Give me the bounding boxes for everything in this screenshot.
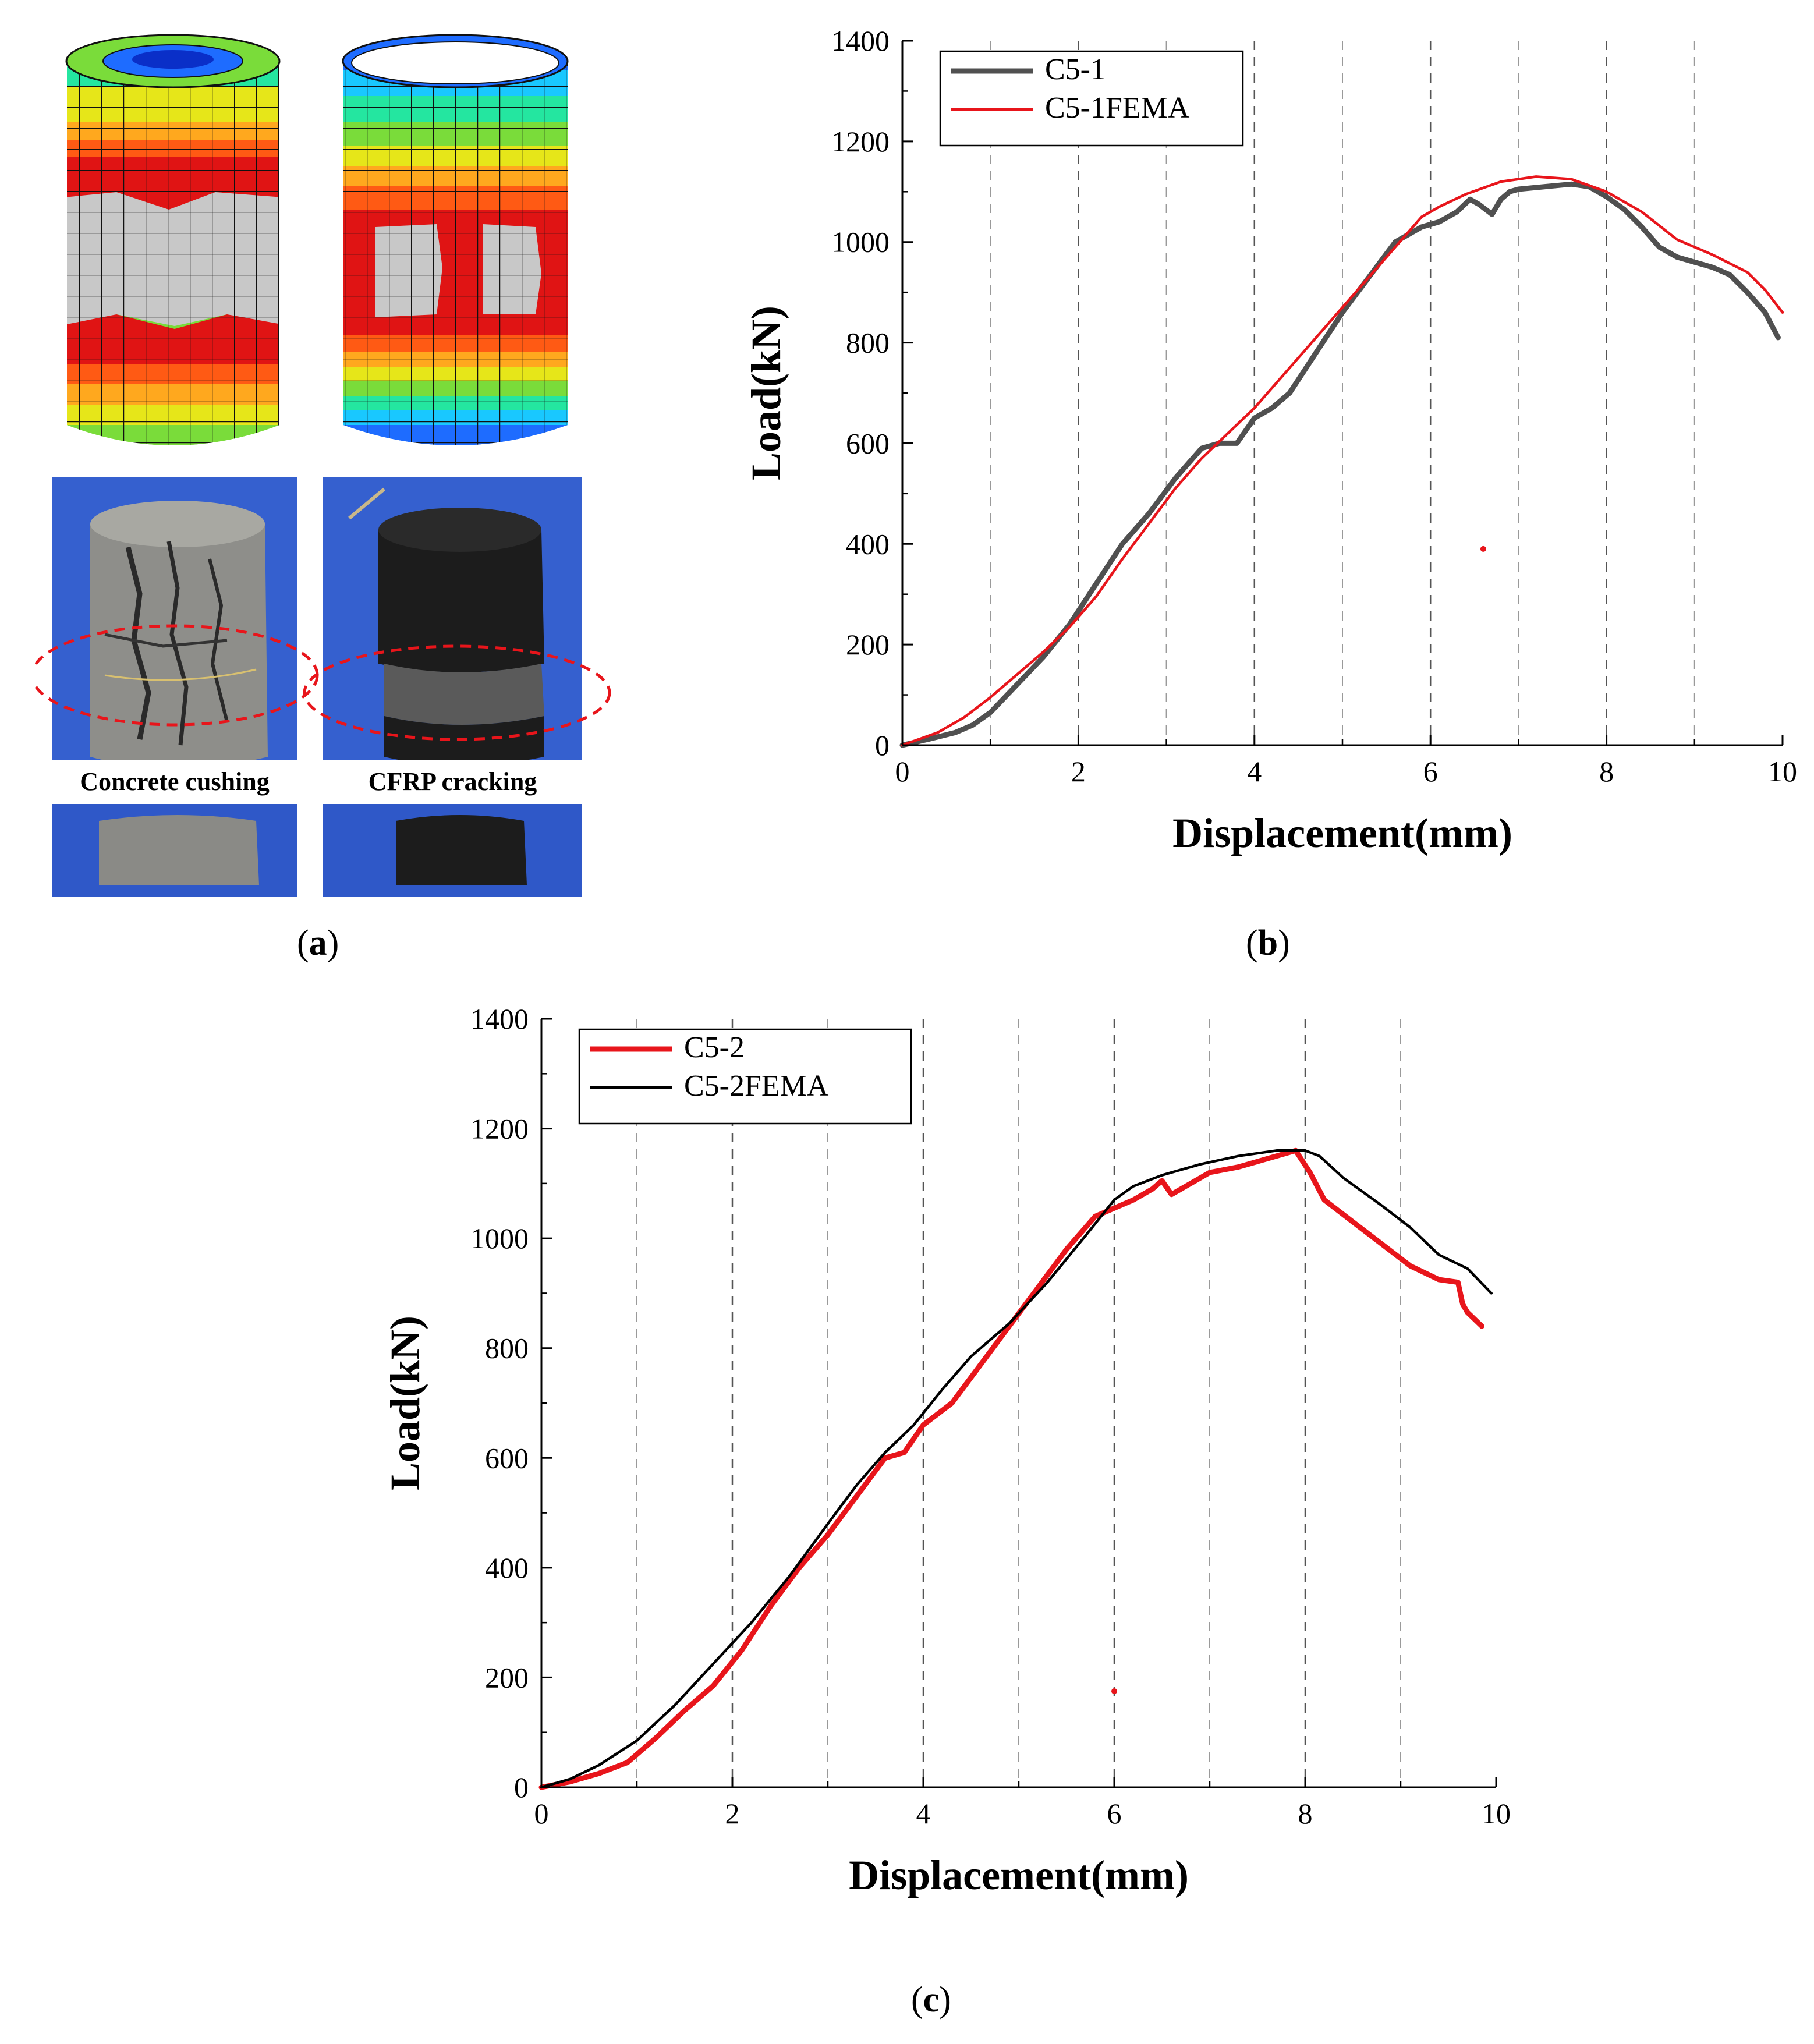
panel-label-a: (a) <box>297 923 339 963</box>
caption-concrete-crushing: Concrete cushing <box>52 760 297 804</box>
photo-concrete-specimen <box>30 477 319 897</box>
y-tick-label: 1200 <box>831 125 890 158</box>
x-tick-label: 10 <box>1768 755 1797 788</box>
y-tick-label: 1000 <box>831 226 890 258</box>
y-tick-label: 0 <box>514 1771 529 1804</box>
panel-a: Concrete cushing CFRP cracking <box>30 23 658 931</box>
y-tick-label: 400 <box>485 1551 529 1584</box>
legend-label-0: C5-1 <box>1045 53 1106 86</box>
x-tick-label: 0 <box>534 1797 549 1830</box>
x-axis-title: Displacement(mm) <box>1172 810 1512 856</box>
x-tick-label: 4 <box>916 1797 931 1830</box>
y-tick-label: 0 <box>875 729 890 761</box>
legend-label-1: C5-2FEMA <box>684 1069 829 1103</box>
x-tick-label: 4 <box>1247 755 1262 788</box>
legend-box <box>939 50 1244 147</box>
x-tick-label: 8 <box>1298 1797 1313 1830</box>
x-tick-label: 6 <box>1423 755 1438 788</box>
series-line-0 <box>538 1147 1484 1790</box>
stray-point <box>1111 1688 1117 1694</box>
series-line-0 <box>899 181 1781 748</box>
y-tick-label: 1400 <box>831 24 890 57</box>
series-line-1 <box>540 1149 1493 1789</box>
y-tick-label: 800 <box>846 327 890 359</box>
fem-contour-figure <box>30 34 611 897</box>
y-tick-label: 800 <box>485 1332 529 1365</box>
stray-point <box>1480 545 1486 552</box>
x-tick-label: 10 <box>1482 1797 1511 1830</box>
caption-cfrp-cracking: CFRP cracking <box>323 760 582 804</box>
y-tick-label: 600 <box>485 1441 529 1474</box>
y-axis-title: Load(kN) <box>743 306 789 480</box>
x-tick-label: 8 <box>1599 755 1614 788</box>
y-tick-label: 1200 <box>470 1113 529 1145</box>
x-tick-label: 6 <box>1107 1797 1122 1830</box>
panel-label-c: (c) <box>911 1980 951 2020</box>
x-tick-label: 0 <box>895 755 910 788</box>
y-tick-label: 400 <box>846 527 890 560</box>
legend-label-0: C5-2 <box>684 1031 745 1064</box>
x-axis-title: Displacement(mm) <box>849 1852 1189 1898</box>
y-tick-label: 1000 <box>470 1222 529 1255</box>
y-axis-title: Load(kN) <box>382 1316 428 1490</box>
x-tick-label: 2 <box>725 1797 740 1830</box>
chart-b: 0 200 400 600 800 1000 1200 1400 0 2 4 6 8 10 C5-1 C5-… <box>743 24 1797 856</box>
fem-cylinder-cfrp <box>342 34 569 445</box>
legend-label-1: C5-1FEMA <box>1045 91 1190 125</box>
y-tick-label: 1400 <box>470 1002 529 1035</box>
x-tick-label: 2 <box>1071 755 1086 788</box>
photo-cfrp-specimen <box>303 477 611 897</box>
chart-c: 0 200 400 600 800 1000 1200 1400 0 2 4 6 8 10 C5-2 C5-… <box>382 1002 1511 1898</box>
y-tick-label: 200 <box>846 628 890 661</box>
y-tick-label: 600 <box>846 427 890 459</box>
legend-box <box>578 1028 912 1125</box>
series-line-1 <box>901 175 1784 747</box>
y-tick-label: 200 <box>485 1661 529 1694</box>
fem-cylinder-concrete <box>65 34 281 445</box>
panel-label-b: (b) <box>1246 923 1290 963</box>
